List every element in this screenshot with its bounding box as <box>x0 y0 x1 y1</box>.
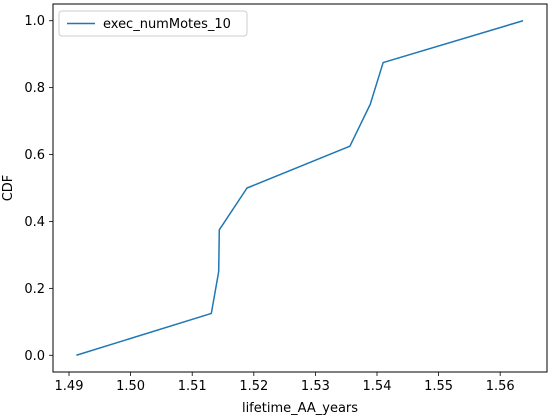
y-tick-label: 0.4 <box>24 215 45 230</box>
x-tick-label: 1.50 <box>116 379 145 394</box>
y-axis-ticks: 0.0 0.2 0.4 0.6 0.8 1.0 <box>24 14 53 364</box>
y-tick-label: 1.0 <box>24 14 45 29</box>
x-tick-label: 1.54 <box>363 379 392 394</box>
x-tick-label: 1.51 <box>178 379 207 394</box>
legend: exec_numMotes_10 <box>58 10 248 37</box>
plot-area-frame <box>52 3 548 373</box>
legend-box <box>58 10 248 37</box>
y-tick-label: 0.2 <box>24 282 45 297</box>
y-tick-label: 0.8 <box>24 81 45 96</box>
x-tick-label: 1.55 <box>424 379 453 394</box>
series-group <box>76 20 524 356</box>
x-axis-label: lifetime_AA_years <box>242 401 358 416</box>
x-tick-label: 1.52 <box>239 379 268 394</box>
y-tick-label: 0.6 <box>24 148 45 163</box>
y-axis-label: CDF <box>1 175 16 202</box>
x-tick-label: 1.49 <box>55 379 84 394</box>
x-tick-label: 1.53 <box>301 379 330 394</box>
y-tick-label: 0.0 <box>24 349 45 364</box>
legend-label-exec-numMotes-10: exec_numMotes_10 <box>103 17 231 32</box>
series-line-exec-numMotes-10 <box>76 20 524 356</box>
x-axis-ticks: 1.49 1.50 1.51 1.52 1.53 1.54 1.55 1.56 <box>55 372 515 394</box>
x-tick-label: 1.56 <box>486 379 515 394</box>
